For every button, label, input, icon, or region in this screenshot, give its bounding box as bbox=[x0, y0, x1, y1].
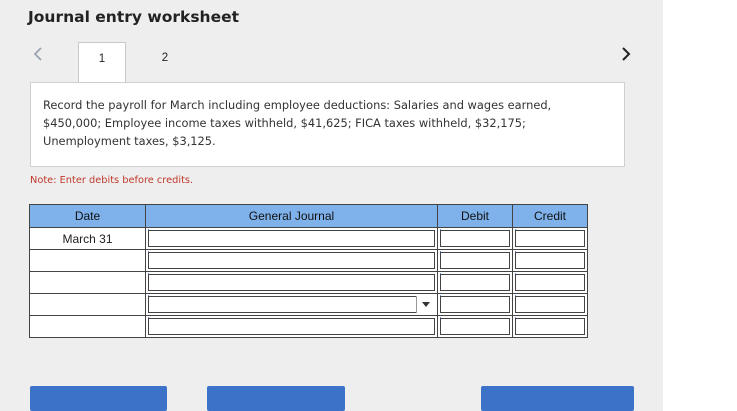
account-input[interactable] bbox=[145, 227, 438, 250]
previous-entry-button[interactable] bbox=[31, 47, 45, 61]
account-field[interactable] bbox=[148, 230, 435, 247]
caret-down-icon[interactable] bbox=[416, 296, 435, 313]
account-select[interactable] bbox=[145, 293, 438, 316]
account-field[interactable] bbox=[148, 318, 435, 335]
journal-header-row: Date General Journal Debit Credit bbox=[29, 204, 588, 228]
date-cell[interactable] bbox=[29, 271, 146, 294]
worksheet-panel: Journal entry worksheet 1 2 Record the p… bbox=[0, 0, 663, 411]
credit-field[interactable] bbox=[515, 296, 585, 313]
table-row bbox=[29, 293, 588, 316]
column-header-debit: Debit bbox=[437, 204, 513, 228]
credit-input[interactable] bbox=[512, 227, 588, 250]
account-input[interactable] bbox=[145, 271, 438, 294]
credit-field[interactable] bbox=[515, 318, 585, 335]
column-header-general-journal: General Journal bbox=[145, 204, 438, 228]
debit-input[interactable] bbox=[437, 271, 513, 294]
account-dropdown[interactable] bbox=[148, 296, 435, 313]
table-row bbox=[29, 315, 588, 338]
tab-entry-2[interactable]: 2 bbox=[161, 52, 169, 64]
credit-input[interactable] bbox=[512, 271, 588, 294]
chevron-right-icon bbox=[622, 47, 631, 61]
account-input[interactable] bbox=[145, 315, 438, 338]
instruction-note: Note: Enter debits before credits. bbox=[30, 175, 194, 186]
date-cell: March 31 bbox=[29, 227, 146, 250]
debit-input[interactable] bbox=[437, 315, 513, 338]
table-row bbox=[29, 271, 588, 294]
view-general-journal-button[interactable] bbox=[481, 386, 634, 411]
debit-field[interactable] bbox=[440, 230, 510, 247]
page-title: Journal entry worksheet bbox=[28, 8, 240, 26]
record-entry-button[interactable] bbox=[30, 386, 167, 411]
table-row bbox=[29, 249, 588, 272]
chevron-left-icon bbox=[33, 47, 42, 61]
credit-field[interactable] bbox=[515, 230, 585, 247]
debit-input[interactable] bbox=[437, 227, 513, 250]
debit-field[interactable] bbox=[440, 252, 510, 269]
question-text: Record the payroll for March including e… bbox=[30, 82, 625, 167]
account-field[interactable] bbox=[148, 274, 435, 291]
debit-input[interactable] bbox=[437, 293, 513, 316]
tab-entry-1[interactable]: 1 bbox=[78, 42, 126, 82]
account-input[interactable] bbox=[145, 249, 438, 272]
debit-input[interactable] bbox=[437, 249, 513, 272]
credit-input[interactable] bbox=[512, 315, 588, 338]
credit-input[interactable] bbox=[512, 293, 588, 316]
date-cell[interactable] bbox=[29, 249, 146, 272]
credit-field[interactable] bbox=[515, 274, 585, 291]
journal-table: Date General Journal Debit Credit March … bbox=[29, 204, 588, 338]
debit-field[interactable] bbox=[440, 318, 510, 335]
debit-field[interactable] bbox=[440, 296, 510, 313]
credit-field[interactable] bbox=[515, 252, 585, 269]
clear-entry-button[interactable] bbox=[207, 386, 345, 411]
column-header-credit: Credit bbox=[512, 204, 588, 228]
debit-field[interactable] bbox=[440, 274, 510, 291]
account-field[interactable] bbox=[148, 252, 435, 269]
date-cell[interactable] bbox=[29, 315, 146, 338]
credit-input[interactable] bbox=[512, 249, 588, 272]
date-cell[interactable] bbox=[29, 293, 146, 316]
next-entry-button[interactable] bbox=[619, 47, 633, 61]
column-header-date: Date bbox=[29, 204, 146, 228]
table-row: March 31 bbox=[29, 227, 588, 250]
